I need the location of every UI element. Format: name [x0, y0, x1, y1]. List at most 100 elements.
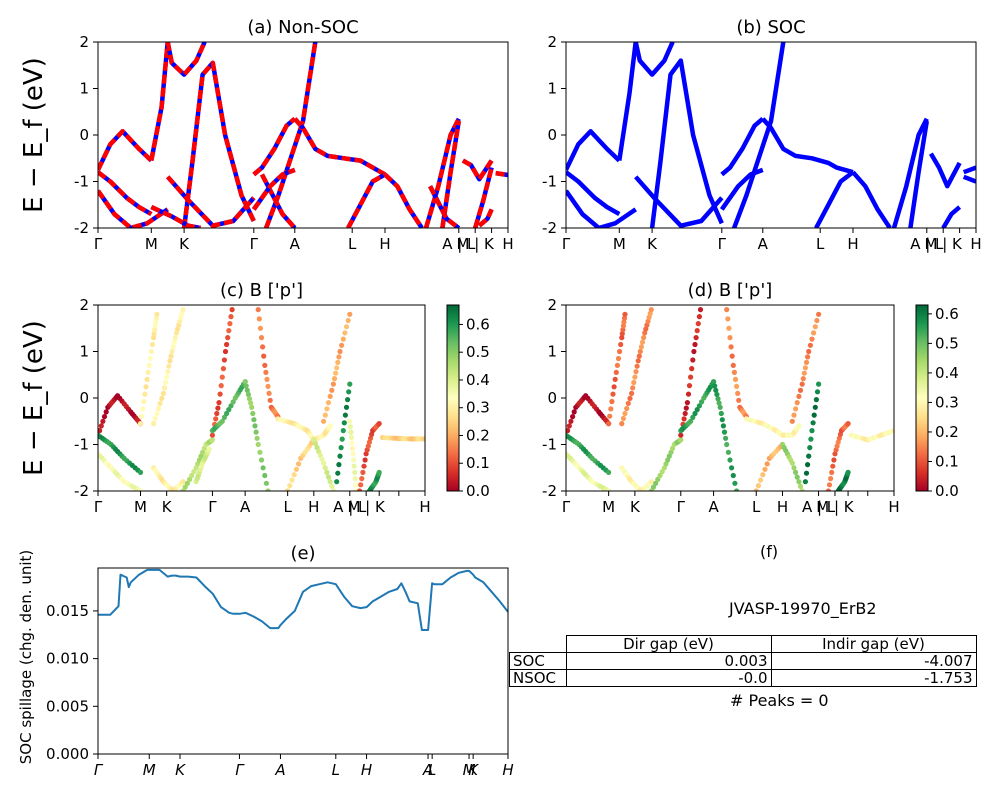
band-point — [620, 323, 627, 329]
x-tick-label: H — [777, 498, 788, 516]
table-row: NSOC -0.0 -1.753 — [509, 669, 977, 687]
band-point — [196, 457, 202, 463]
nsoc-band-dash — [98, 170, 153, 217]
x-tick-label: Γ — [94, 761, 104, 779]
band-point — [316, 448, 322, 455]
band-point — [831, 457, 837, 463]
band-point — [347, 381, 353, 387]
band-point — [362, 457, 368, 463]
y-tick-label: 0 — [79, 126, 89, 144]
y-tick-label: 2 — [79, 296, 89, 314]
band-point — [222, 348, 229, 355]
band-point — [339, 436, 345, 442]
band-point — [226, 407, 232, 413]
band-point — [566, 423, 572, 429]
band-point — [608, 406, 614, 412]
band-point — [98, 428, 103, 434]
band-point — [376, 421, 382, 427]
band-point — [353, 482, 359, 488]
band-point — [249, 404, 255, 410]
band-point — [200, 449, 206, 455]
soc-band-line — [633, 42, 675, 77]
band-point — [711, 379, 717, 385]
band-point — [799, 488, 805, 491]
band-point — [334, 479, 340, 485]
y-tick-label: -2 — [74, 482, 89, 500]
band-point — [242, 379, 248, 385]
band-point — [753, 488, 759, 491]
band-point — [620, 327, 626, 333]
band-point — [617, 348, 623, 355]
band-point — [826, 482, 833, 488]
band-point — [624, 405, 630, 412]
band-point — [845, 421, 851, 427]
band-point — [219, 418, 225, 424]
spillage-line — [98, 568, 508, 631]
band-point — [170, 344, 176, 350]
band-point — [322, 412, 328, 418]
band-point — [732, 480, 738, 486]
band-point — [351, 457, 357, 463]
band-point — [346, 389, 352, 395]
y-tick-label: 0.010 — [46, 650, 89, 668]
band-point — [797, 387, 804, 393]
x-tick-label: Γ — [677, 498, 686, 516]
band-point — [670, 445, 676, 451]
band-point — [794, 474, 800, 480]
band-point — [730, 362, 736, 368]
band-point — [336, 462, 342, 468]
x-tick-label: H — [970, 235, 981, 253]
x-tick-label: K — [179, 235, 190, 253]
x-tick-label: Γ — [208, 498, 217, 516]
band-point — [729, 353, 735, 359]
y-tick-label: 2 — [79, 33, 89, 51]
band-point — [725, 449, 732, 455]
band-point — [153, 315, 159, 321]
band-point — [169, 348, 175, 355]
band-point — [715, 396, 721, 402]
band-point — [360, 469, 366, 475]
peaks-count: # Peaks = 0 — [730, 691, 829, 710]
band-point — [615, 355, 622, 362]
x-tick-label: M — [463, 761, 476, 779]
band-point — [694, 407, 700, 413]
band-point — [347, 424, 353, 430]
band-point — [653, 480, 659, 486]
band-point — [789, 418, 795, 424]
band-point — [137, 421, 144, 427]
soc-band-line — [719, 167, 764, 211]
band-point — [327, 423, 333, 429]
soc-band-line — [617, 42, 638, 161]
band-point — [688, 418, 694, 424]
band-point — [289, 477, 295, 483]
band-point — [647, 310, 653, 317]
y-tick-label: 2 — [547, 33, 557, 51]
band-point — [734, 383, 740, 389]
band-point — [684, 400, 691, 406]
soc-band-line — [962, 165, 976, 175]
band-point — [228, 403, 234, 409]
band-point — [689, 366, 695, 372]
band-point — [226, 328, 232, 334]
band-point — [724, 441, 730, 448]
band-point — [650, 484, 657, 490]
band-point — [347, 311, 353, 317]
plot-area-e — [98, 568, 508, 631]
band-point — [736, 397, 742, 403]
band-point — [165, 369, 171, 375]
band-point — [191, 469, 197, 475]
band-point — [803, 470, 810, 476]
band-point — [260, 465, 266, 471]
band-point — [845, 469, 851, 475]
band-point — [312, 441, 319, 447]
x-tick-label: Γ — [562, 498, 571, 516]
band-point — [262, 362, 268, 368]
band-point — [184, 480, 190, 486]
soc-band-line — [634, 175, 724, 228]
band-point — [252, 423, 258, 429]
x-tick-label: A — [274, 761, 285, 779]
band-point — [365, 443, 371, 449]
x-tick-label: A | L — [802, 498, 836, 516]
soc-band-line — [720, 116, 765, 177]
x-tick-label: K — [630, 498, 641, 516]
